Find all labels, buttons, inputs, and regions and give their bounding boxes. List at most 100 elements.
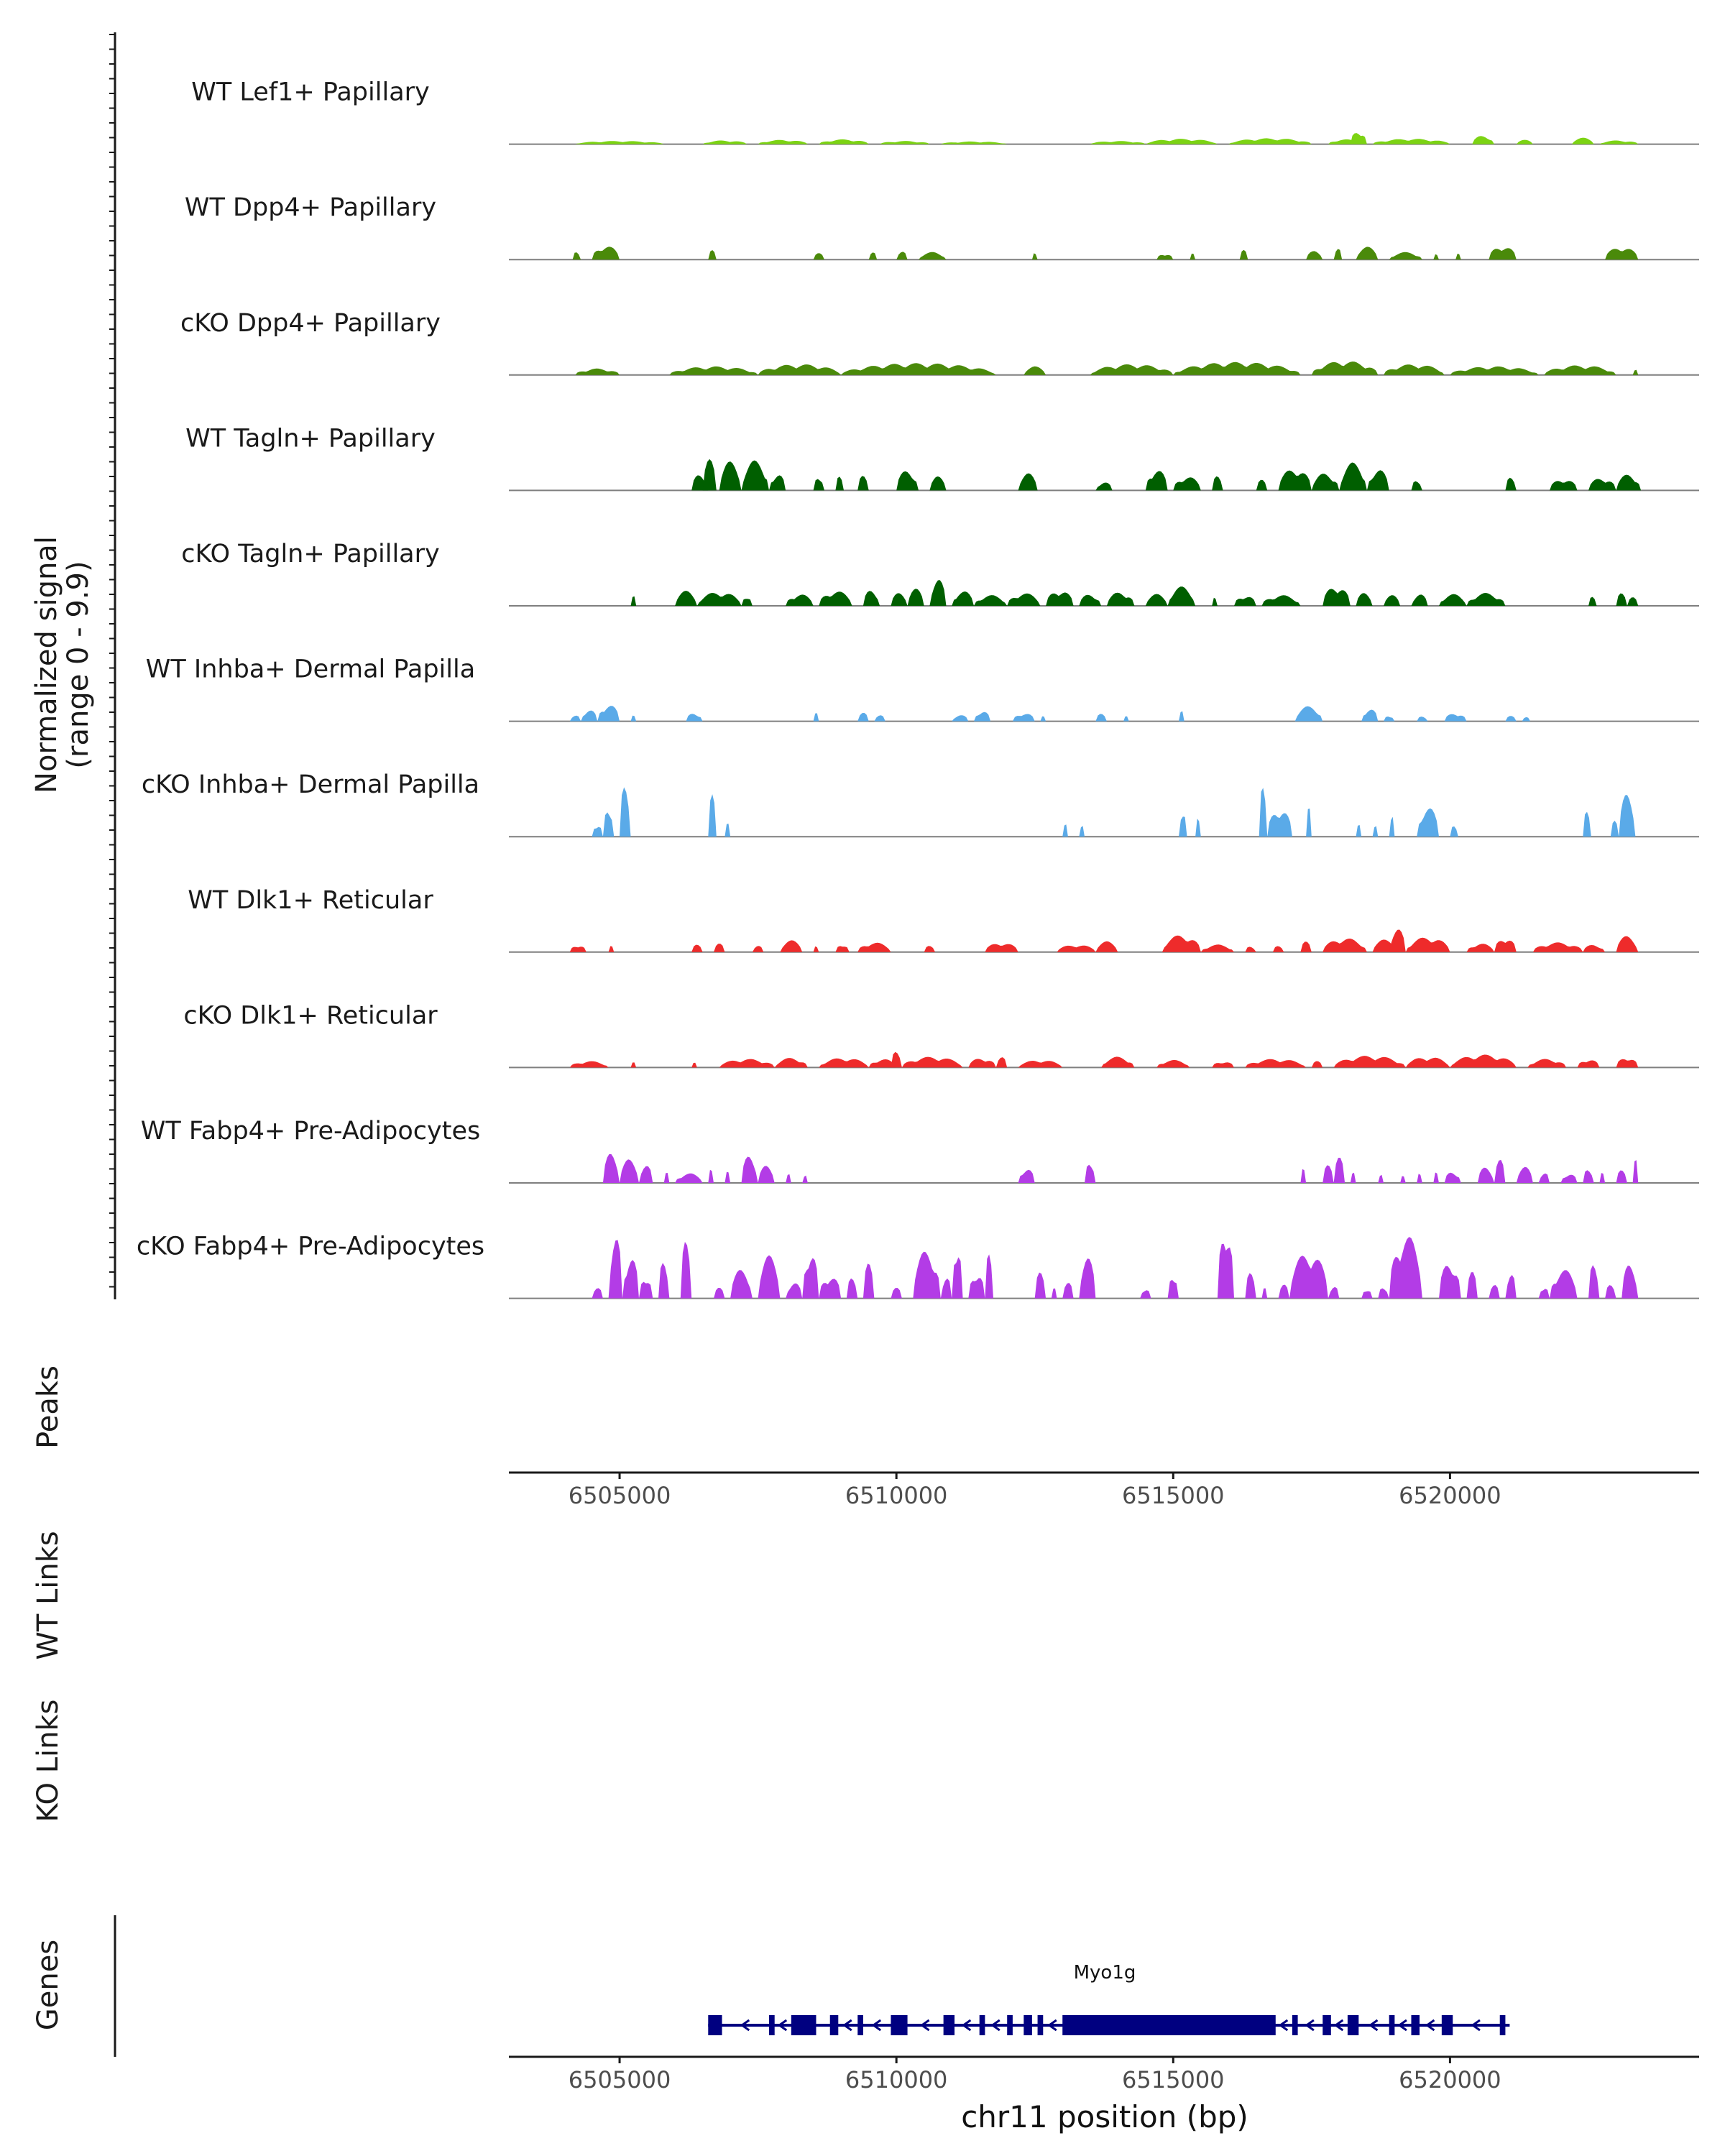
track-label: WT Lef1+ Papillary	[191, 78, 430, 107]
coverage-peak	[1173, 477, 1201, 491]
coverage-peak	[1090, 141, 1146, 144]
x-axis-title: chr11 position (bp)	[961, 2099, 1248, 2134]
track-label: WT Dpp4+ Papillary	[185, 193, 436, 222]
coverage-peak	[1018, 473, 1038, 491]
gene-exon	[1292, 2015, 1298, 2035]
ylabel-line2: (range 0 - 9.9)	[62, 561, 95, 768]
coverage-peak	[1417, 1174, 1422, 1183]
coverage-peak	[1616, 474, 1642, 491]
coverage-peak	[1400, 1176, 1406, 1183]
coverage-peak	[1040, 716, 1046, 722]
coverage-peak	[1466, 593, 1506, 606]
coverage-peak	[741, 599, 753, 606]
coverage-peak	[1389, 929, 1406, 952]
coverage-peak	[1417, 808, 1439, 837]
coverage-peak	[813, 713, 819, 722]
coverage-peak	[974, 711, 991, 722]
coverage-peak	[1261, 595, 1301, 606]
coverage-peak	[1212, 476, 1223, 491]
gene-name-label: Myo1g	[1074, 1962, 1136, 1984]
coverage-peak	[669, 366, 758, 375]
gene-exon	[979, 2015, 985, 2035]
coverage-peak	[952, 715, 969, 722]
coverage-peak	[752, 946, 764, 952]
track-label: cKO Inhba+ Dermal Papilla	[142, 770, 479, 799]
coverage-peak	[1366, 470, 1389, 491]
coverage-peak	[846, 1278, 858, 1299]
coverage-peak	[1544, 365, 1616, 375]
coverage-peak	[691, 944, 703, 952]
strand-arrow	[1047, 2019, 1057, 2032]
coverage-peak	[1333, 1056, 1406, 1068]
x-tick-label: 6520000	[1399, 2066, 1501, 2093]
coverage-peak	[940, 141, 1008, 144]
coverage-peak	[569, 1061, 609, 1068]
coverage-peak	[1389, 816, 1395, 837]
track-4: cKO Tagln+ Papillary	[181, 540, 1699, 607]
strand-arrow	[1425, 2019, 1435, 2032]
coverage-peak	[630, 596, 637, 606]
coverage-peak	[1571, 137, 1594, 144]
coverage-peak	[680, 1242, 692, 1299]
coverage-peak	[1145, 594, 1168, 606]
coverage-peak	[891, 1288, 902, 1299]
coverage-peak	[1350, 1172, 1356, 1183]
coverage-peak	[620, 1159, 639, 1183]
coverage-peak	[1356, 247, 1379, 260]
coverage-peak	[835, 946, 850, 952]
coverage-peak	[1062, 824, 1068, 837]
coverage-peak	[1610, 820, 1619, 837]
coverage-peak	[1588, 479, 1616, 491]
coverage-peak	[1450, 1054, 1517, 1068]
coverage-peak	[802, 1175, 808, 1183]
coverage-peak	[1079, 1258, 1096, 1299]
coverage-peak	[1322, 589, 1351, 606]
coverage-peak	[675, 591, 697, 606]
coverage-peak	[1140, 1290, 1151, 1299]
coverage-peak	[880, 141, 930, 144]
coverage-peak	[1190, 253, 1196, 260]
coverage-peak	[1339, 462, 1367, 491]
coverage-peak	[968, 1278, 985, 1299]
gene-exon	[1411, 2015, 1420, 2035]
coverage-peak	[592, 826, 603, 837]
coverage-peak	[758, 1166, 775, 1183]
x-tick-label: 6515000	[1122, 2066, 1225, 2093]
coverage-peak	[1583, 945, 1606, 952]
coverage-peak	[581, 710, 598, 722]
coverage-peak	[1538, 1289, 1550, 1299]
coverage-peak	[1384, 595, 1401, 606]
track-label: WT Fabp4+ Pre-Adipocytes	[141, 1117, 480, 1146]
coverage-peak	[1234, 596, 1256, 606]
x-tick-label: 6510000	[845, 1482, 948, 1509]
coverage-peak	[1632, 1160, 1639, 1183]
coverage-peak	[929, 580, 947, 606]
coverage-peak	[1405, 1057, 1450, 1068]
coverage-peak	[1588, 596, 1597, 606]
coverage-peak	[724, 1171, 731, 1183]
coverage-peak	[1472, 136, 1494, 144]
track-7: WT Dlk1+ Reticular	[188, 886, 1699, 953]
coverage-peak	[1311, 474, 1340, 491]
coverage-peak	[919, 252, 947, 260]
coverage-peak	[575, 368, 620, 375]
coverage-peak	[1550, 481, 1578, 491]
coverage-peak	[1378, 1288, 1389, 1299]
coverage-peak	[1505, 1275, 1517, 1299]
coverage-peak	[868, 252, 878, 260]
coverage-peak	[819, 139, 869, 144]
coverage-peak	[1356, 824, 1362, 837]
coverage-peak	[1384, 717, 1395, 722]
coverage-peak	[1322, 1165, 1334, 1183]
x-tick-label: 6515000	[1122, 1482, 1225, 1509]
coverage-peak	[686, 714, 703, 722]
coverage-peak	[940, 1279, 952, 1299]
coverage-peak	[1477, 1167, 1494, 1183]
coverage-peak	[1195, 819, 1201, 837]
genes-x-axis: 6505000 6510000 6515000 6520000	[569, 2057, 1501, 2093]
coverage-peak	[597, 706, 620, 722]
coverage-peak	[1101, 1056, 1135, 1068]
coverage-peak	[1583, 811, 1591, 837]
gene-exon	[1322, 2015, 1331, 2035]
coverage-peak	[639, 1166, 653, 1183]
